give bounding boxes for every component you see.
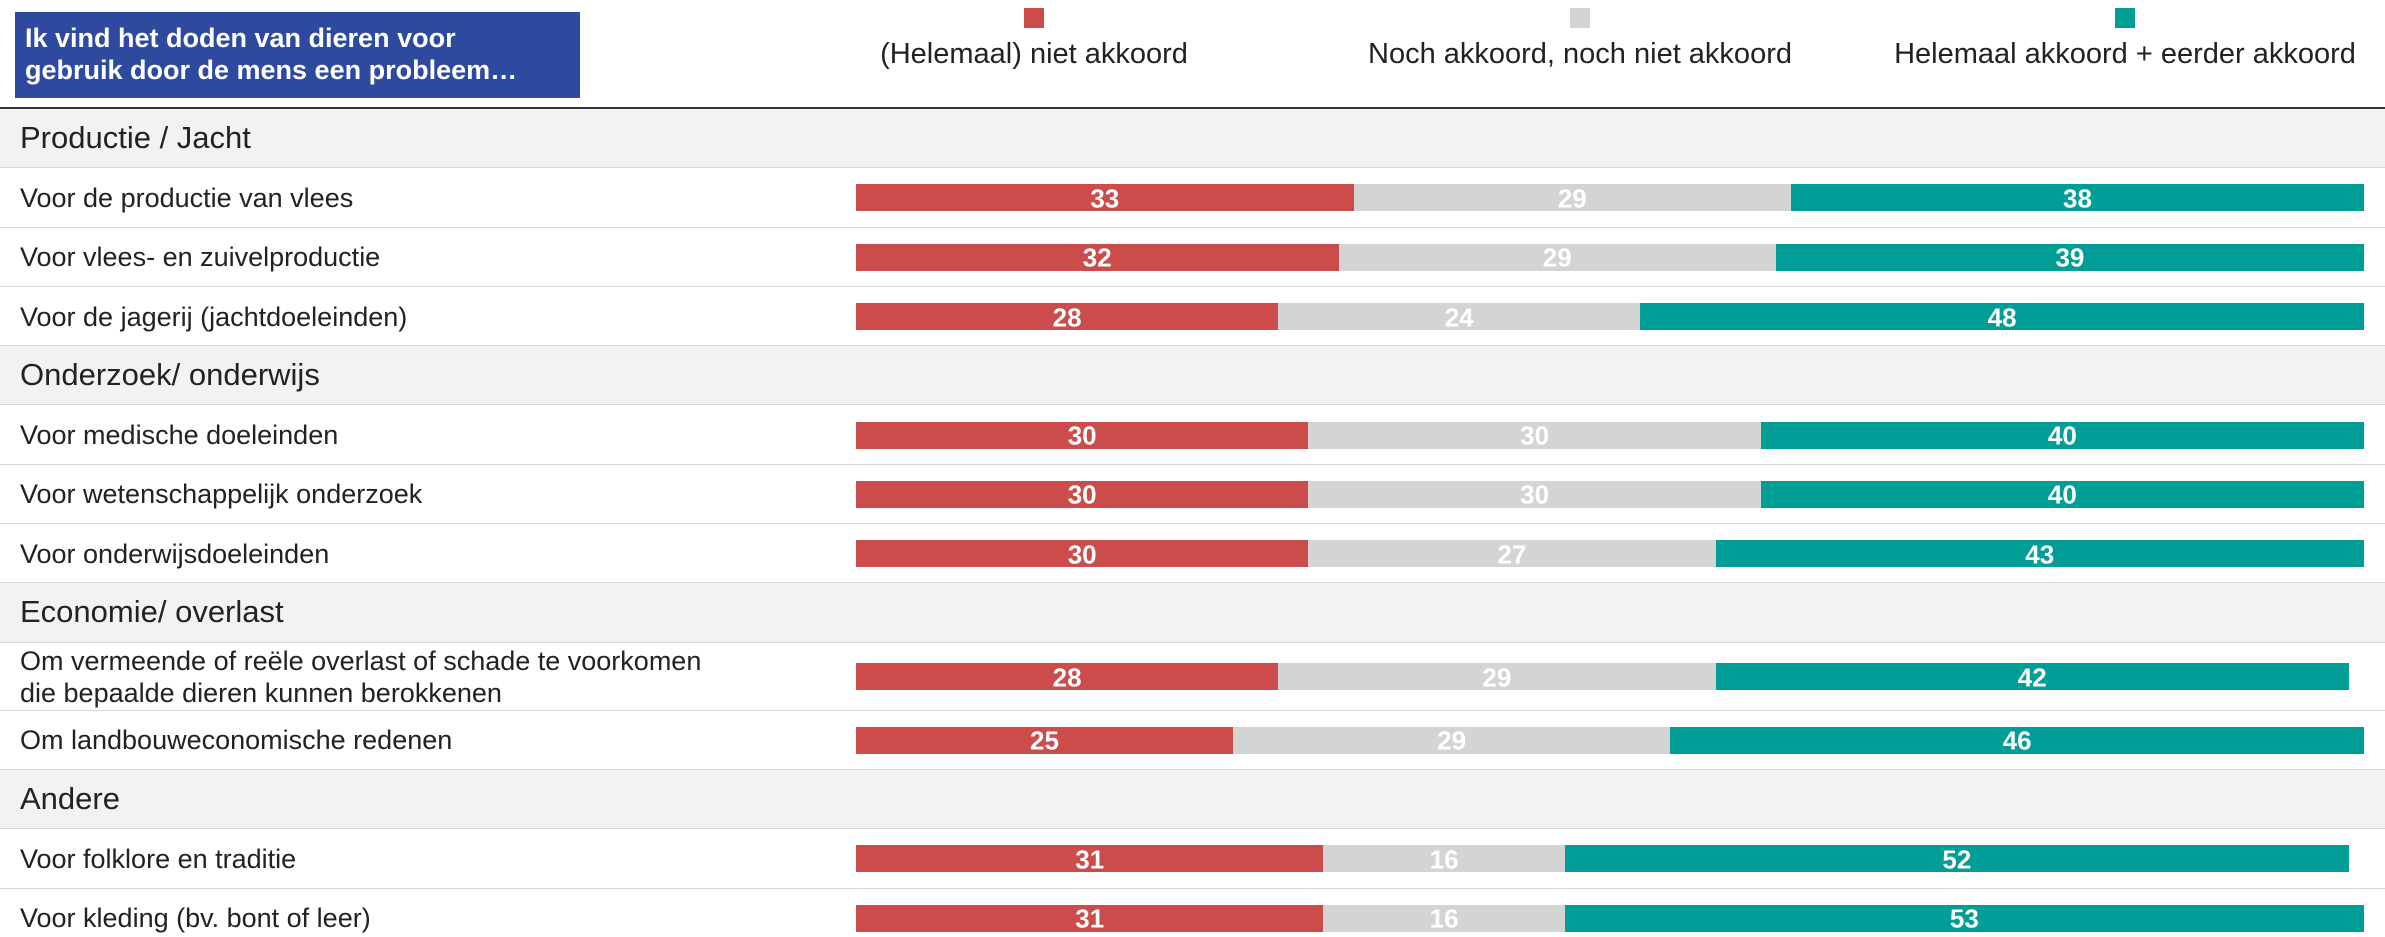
value-label: 42 xyxy=(2017,662,2047,693)
value-label: 16 xyxy=(1429,903,1459,934)
group-row xyxy=(0,583,2385,643)
row xyxy=(0,228,2385,287)
value-label: 30 xyxy=(1520,420,1550,451)
bar-segment xyxy=(1308,540,1716,568)
value-label: 28 xyxy=(1052,662,1082,693)
bar-segment xyxy=(1308,421,1761,449)
bar-segment xyxy=(856,845,1324,873)
legend-label: Helemaal akkoord + eerder akkoord xyxy=(1894,38,2356,70)
group-label: Andere xyxy=(20,781,120,816)
value-label: 25 xyxy=(1030,725,1059,756)
value-label: 27 xyxy=(1497,539,1527,570)
bar-segment xyxy=(1338,243,1776,271)
value-label: 53 xyxy=(1949,903,1979,934)
bar-segment xyxy=(1760,480,2364,508)
row xyxy=(0,524,2385,584)
value-label: 31 xyxy=(1075,844,1105,875)
row xyxy=(0,711,2385,770)
category-label: Voor folklore en traditie xyxy=(20,843,297,874)
value-label: 31 xyxy=(1075,903,1105,934)
bar-segment xyxy=(856,540,1309,568)
value-label: 28 xyxy=(1052,302,1082,333)
value-label: 24 xyxy=(1444,302,1474,333)
bar-segment xyxy=(1308,480,1761,508)
group-row xyxy=(0,109,2385,169)
bar-segment xyxy=(856,243,1339,271)
value-label: 30 xyxy=(1520,479,1550,510)
bar-segment xyxy=(856,663,1279,691)
bar-segment xyxy=(856,726,1233,754)
value-label: 46 xyxy=(2002,725,2032,756)
row xyxy=(0,406,2385,465)
category-label: Voor vlees- en zuivelproductie xyxy=(20,242,381,273)
value-label: 29 xyxy=(1437,725,1467,756)
bar-segment xyxy=(1564,845,2349,873)
value-label: 29 xyxy=(1542,242,1572,273)
bar-segment xyxy=(1775,243,2364,271)
bar-segment xyxy=(856,184,1354,212)
category-label: Voor medische doeleinden xyxy=(20,420,339,451)
group-label: Economie/ overlast xyxy=(20,594,284,630)
value-label: 29 xyxy=(1557,183,1587,214)
category-label: Voor wetenschappelijk onderzoek xyxy=(20,479,423,510)
value-label: 16 xyxy=(1429,844,1459,875)
legend-label: (Helemaal) niet akkoord xyxy=(880,38,1188,70)
category-label: Voor kleding (bv. bont of leer) xyxy=(20,903,371,934)
legend-swatch xyxy=(1570,8,1590,28)
bar-segment xyxy=(1233,726,1671,754)
bar-segment xyxy=(1670,726,2364,754)
value-label: 48 xyxy=(1987,302,2017,333)
value-label: 52 xyxy=(1942,844,1972,875)
value-label: 43 xyxy=(2025,539,2055,570)
group-label: Productie / Jacht xyxy=(20,120,251,155)
category-label: Om landbouweconomische redenen xyxy=(20,725,453,756)
legend-swatch xyxy=(2115,8,2135,28)
value-label: 30 xyxy=(1067,479,1097,510)
bar-segment xyxy=(1323,904,1565,932)
bar-segment xyxy=(1353,184,1791,212)
group-label: Onderzoek/ onderwijs xyxy=(20,357,320,393)
bar-segment xyxy=(856,904,1324,932)
bar-segment xyxy=(1640,303,2364,331)
bar-segment xyxy=(1715,540,2364,568)
value-label: 39 xyxy=(2055,242,2085,273)
value-label: 38 xyxy=(2063,183,2092,214)
row xyxy=(0,168,2385,228)
bar-segment xyxy=(856,421,1309,449)
chart-title: Ik vind het doden van dieren voor gebrui… xyxy=(15,12,580,98)
category-label: Voor onderwijsdoeleinden xyxy=(20,538,330,569)
bar-segment xyxy=(1323,845,1565,873)
value-label: 30 xyxy=(1067,420,1097,451)
category-label: Voor de productie van vlees xyxy=(20,182,354,213)
value-label: 32 xyxy=(1082,242,1112,273)
value-label: 33 xyxy=(1090,183,1120,214)
bar-segment xyxy=(1790,184,2364,212)
bar-segment xyxy=(856,480,1309,508)
value-label: 40 xyxy=(2047,479,2077,510)
bar-segment xyxy=(1564,904,2364,932)
row xyxy=(0,643,2385,711)
group-row xyxy=(0,770,2385,830)
legend-label: Noch akkoord, noch niet akkoord xyxy=(1368,38,1792,70)
value-label: 29 xyxy=(1482,662,1512,693)
bar-segment xyxy=(1278,663,1716,691)
category-label: Om vermeende of reële overlast of schade… xyxy=(20,645,702,708)
category-label: Voor de jagerij (jachtdoeleinden) xyxy=(20,301,408,332)
bar-segment xyxy=(1278,303,1641,331)
row xyxy=(0,465,2385,525)
header-rule xyxy=(0,107,2385,109)
bar-segment xyxy=(1715,663,2349,691)
group-row xyxy=(0,346,2385,406)
row xyxy=(0,287,2385,347)
legend-swatch xyxy=(1024,8,1044,28)
value-label: 40 xyxy=(2047,420,2077,451)
row xyxy=(0,829,2385,889)
bar-segment xyxy=(856,303,1279,331)
value-label: 30 xyxy=(1067,539,1097,570)
bar-segment xyxy=(1760,421,2364,449)
